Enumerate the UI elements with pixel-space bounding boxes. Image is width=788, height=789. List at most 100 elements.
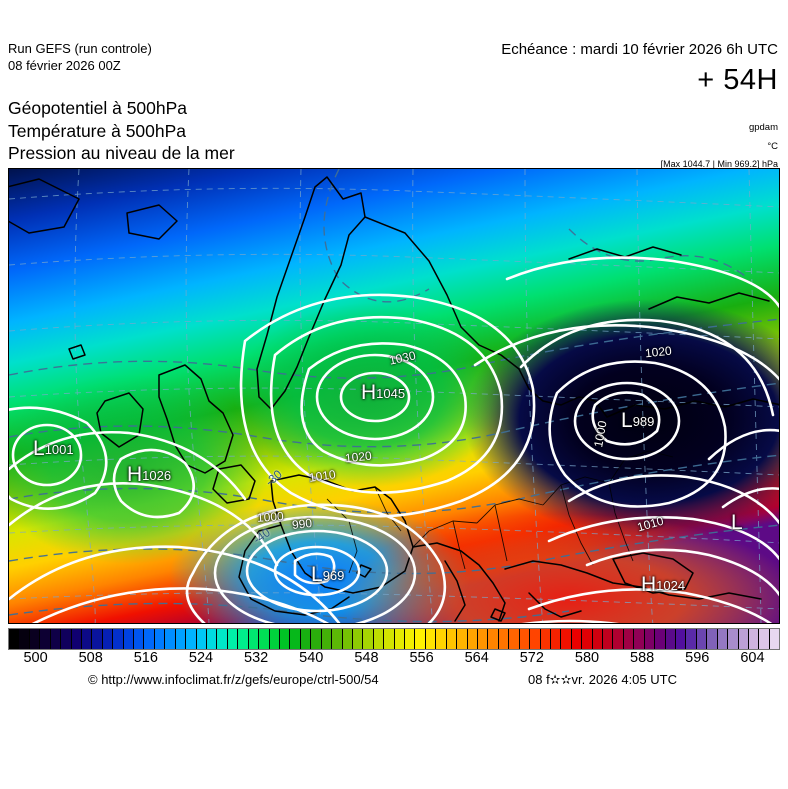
colorbar-swatch <box>498 629 510 649</box>
colorbar-swatch <box>415 629 426 649</box>
valid-time: Echéance : mardi 10 février 2026 6h UTC <box>501 41 778 58</box>
colorbar-swatch <box>238 629 249 649</box>
colorbar-swatch <box>540 629 551 649</box>
colorbar-swatch <box>259 629 270 649</box>
colorbar-swatch <box>519 629 531 649</box>
colorbar-swatch <box>165 629 176 649</box>
colorbar-tick-label: 532 <box>244 650 269 666</box>
colorbar-swatch <box>686 629 697 649</box>
colorbar-swatch <box>342 629 353 649</box>
colorbar-swatch <box>728 629 739 649</box>
colorbar-swatch <box>592 629 604 649</box>
colorbar-swatch <box>102 629 114 649</box>
forecast-hour: + 54H <box>697 64 778 96</box>
copyright-url[interactable]: © http://www.infoclimat.fr/z/gefs/europe… <box>88 672 379 687</box>
colorbar-tick-label: 540 <box>299 650 324 666</box>
colorbar-swatch <box>248 629 260 649</box>
colorbar-swatch <box>81 629 93 649</box>
colorbar-swatch <box>144 629 155 649</box>
colorbar-swatch <box>19 629 30 649</box>
colorbar-tick-label: 548 <box>354 650 379 666</box>
colorbar-swatch <box>717 629 729 649</box>
colorbar-swatch <box>665 629 676 649</box>
colorbar <box>8 628 780 650</box>
colorbar-swatch <box>61 629 72 649</box>
colorbar-swatch <box>332 629 343 649</box>
colorbar-swatch <box>644 629 656 649</box>
colorbar-swatch <box>50 629 62 649</box>
run-datetime: 08 février 2026 00Z <box>8 58 121 73</box>
colorbar-swatch <box>561 629 572 649</box>
colorbar-swatch <box>676 629 687 649</box>
pressure-minmax: [Max 1044.7 | Min 969.2] hPa <box>660 159 778 169</box>
colorbar-tick-label: 556 <box>409 650 434 666</box>
colorbar-tick-label: 508 <box>78 650 103 666</box>
colorbar-tick-label: 564 <box>464 650 489 666</box>
colorbar-swatch <box>227 629 239 649</box>
map-graphics <box>9 169 779 623</box>
colorbar-swatch <box>321 629 333 649</box>
colorbar-swatch <box>509 629 520 649</box>
title-geopotential: Géopotentiel à 500hPa <box>8 98 188 118</box>
colorbar-swatch <box>394 629 406 649</box>
colorbar-swatch <box>113 629 124 649</box>
colorbar-swatch <box>634 629 645 649</box>
colorbar-swatch <box>154 629 166 649</box>
colorbar-swatch <box>207 629 218 649</box>
colorbar-swatch <box>352 629 364 649</box>
colorbar-swatch <box>623 629 635 649</box>
colorbar-swatch <box>571 629 583 649</box>
colorbar-swatch <box>279 629 291 649</box>
colorbar-swatch <box>217 629 228 649</box>
colorbar-tick-label: 596 <box>685 650 710 666</box>
colorbar-swatch <box>467 629 478 649</box>
colorbar-swatch <box>311 629 322 649</box>
colorbar-swatch <box>748 629 760 649</box>
colorbar-swatch <box>363 629 374 649</box>
colorbar-swatch <box>123 629 135 649</box>
colorbar-swatch <box>603 629 614 649</box>
colorbar-swatch <box>384 629 395 649</box>
map-canvas[interactable]: L1001 H1026 H1045 L989 L969 H1024 L H102… <box>8 168 780 624</box>
colorbar-swatch <box>436 629 447 649</box>
chart-titles: Géopotentiel à 500hPa Température à 500h… <box>8 97 235 165</box>
title-temperature: Température à 500hPa <box>8 120 187 141</box>
colorbar-tick-label: 580 <box>574 650 600 666</box>
colorbar-swatch <box>613 629 624 649</box>
colorbar-swatch <box>738 629 749 649</box>
colorbar-swatch <box>134 629 145 649</box>
colorbar-swatch <box>9 629 20 649</box>
colorbar-swatch <box>655 629 666 649</box>
units-legend: gpdam °C [Max 1044.7 | Min 969.2] hPa <box>661 120 778 172</box>
colorbar-tick-label: 604 <box>740 650 765 666</box>
colorbar-swatch <box>457 629 468 649</box>
colorbar-tick-label: 516 <box>133 650 158 666</box>
unit-geopotential: gpdam <box>748 122 778 133</box>
colorbar-swatch <box>269 629 280 649</box>
generation-timestamp: 08 f✫✫vr. 2026 4:05 UTC <box>528 672 677 687</box>
colorbar-swatch <box>759 629 770 649</box>
colorbar-swatch <box>40 629 51 649</box>
run-model: Run GEFS (run controle) <box>8 41 152 56</box>
colorbar-tick-label: 500 <box>23 650 48 666</box>
colorbar-swatch <box>290 629 301 649</box>
title-pressure: Pression au niveau de la mer <box>8 143 235 163</box>
colorbar-swatch <box>707 629 718 649</box>
colorbar-swatch <box>446 629 458 649</box>
colorbar-swatch <box>530 629 541 649</box>
colorbar-ticks: 500 508 516 524 532 540 548 556 564 572 580 588 596 6… <box>8 650 780 672</box>
colorbar-swatch <box>769 629 780 649</box>
colorbar-swatch <box>696 629 708 649</box>
colorbar-swatch <box>71 629 82 649</box>
colorbar-swatch <box>425 629 437 649</box>
colorbar-swatch <box>582 629 593 649</box>
colorbar-swatch <box>29 629 41 649</box>
colorbar-tick-label: 588 <box>630 650 655 666</box>
colorbar-swatch <box>373 629 385 649</box>
colorbar-swatch <box>92 629 103 649</box>
colorbar-swatch <box>488 629 499 649</box>
colorbar-swatch <box>300 629 312 649</box>
colorbar-swatch <box>175 629 187 649</box>
colorbar-tick-label: 524 <box>188 650 214 666</box>
